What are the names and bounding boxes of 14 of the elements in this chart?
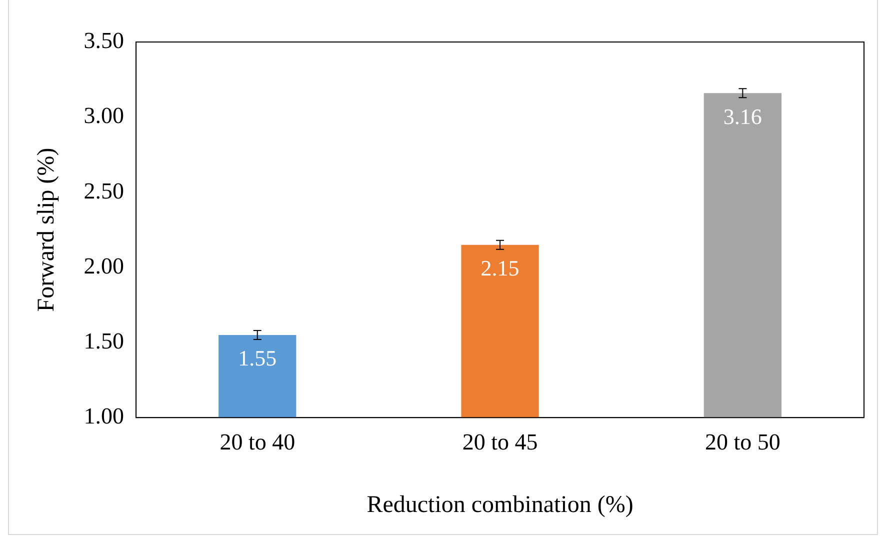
y-tick-label: 3.50	[84, 28, 124, 54]
y-axis-title: Forward slip (%)	[34, 148, 60, 312]
x-tick-label: 20 to 40	[220, 429, 296, 454]
y-tick-label: 2.00	[84, 253, 124, 278]
data-label: 3.16	[723, 104, 762, 129]
x-tick-label: 20 to 50	[704, 429, 780, 454]
y-tick-label: 3.00	[84, 103, 124, 128]
data-label: 1.55	[238, 346, 277, 371]
y-tick-label: 1.00	[84, 404, 124, 429]
x-tick-label: 20 to 45	[462, 429, 538, 454]
y-tick-label: 1.50	[84, 328, 124, 354]
data-label: 2.15	[480, 256, 520, 281]
y-tick-label: 2.50	[84, 178, 124, 204]
x-axis-title: Reduction combination (%)	[366, 492, 634, 518]
